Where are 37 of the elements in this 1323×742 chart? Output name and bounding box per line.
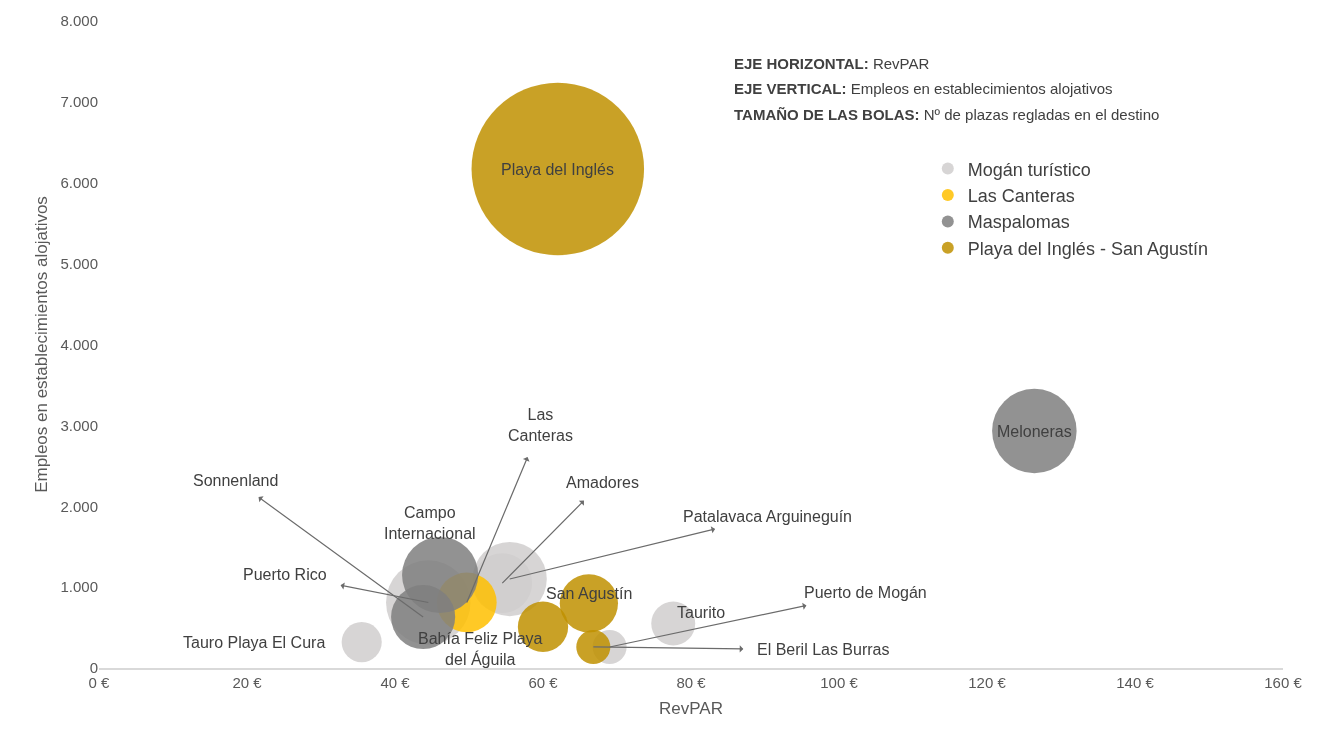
annotation: Puerto Rico (243, 566, 327, 583)
annotation: El Beril Las Burras (757, 641, 890, 658)
x-tick-label: 100 € (820, 673, 859, 691)
annotation: Amadores (566, 474, 639, 491)
x-axis-title: RevPAR (659, 698, 723, 718)
y-tick-label: 6.000 (60, 174, 98, 191)
y-tick-label: 3.000 (60, 416, 98, 434)
y-tick-label: 7.000 (60, 93, 98, 111)
legend-label: Mogán turístico (967, 159, 1091, 180)
x-tick-label: 160 € (1264, 673, 1303, 691)
annotation: Taurito (677, 604, 726, 621)
annotation: Sonnenland (193, 472, 279, 489)
annotation: Puerto de Mogán (804, 584, 927, 601)
y-tick-label: 8.000 (60, 12, 98, 30)
legend-label: Maspalomas (967, 212, 1070, 233)
annotation: TAMAÑO DE LAS BOLAS: Nº de plazas regladas en el destino (734, 106, 1160, 123)
y-tick-label: 2.000 (60, 497, 98, 515)
annotation: EJE VERTICAL: Empleos en establecimientos alojativos (734, 80, 1113, 97)
legend-label: Las Canteras (967, 186, 1075, 207)
x-tick-label: 140 € (1116, 673, 1155, 691)
annotation: Las Canteras (508, 406, 573, 444)
y-tick-label: 4.000 (60, 335, 98, 353)
annotation: EJE HORIZONTAL: RevPAR (734, 55, 930, 72)
annotation: Playa del Inglés (501, 161, 614, 178)
annotation: Campo Internacional (384, 504, 476, 542)
x-tick-label: 120 € (968, 673, 1007, 691)
y-tick-label: 1.000 (60, 578, 98, 596)
annotation: Tauro Playa El Cura (183, 634, 326, 651)
legend-label: Playa del Inglés - San Agustín (967, 238, 1208, 259)
annotation: Patalavaca Arguineguín (683, 508, 853, 525)
x-tick-label: 40 € (380, 673, 411, 691)
x-tick-label: 60 € (528, 673, 559, 691)
x-tick-label: 80 € (676, 673, 707, 691)
x-tick-label: 20 € (232, 673, 263, 691)
annotation: Meloneras (997, 423, 1072, 440)
y-tick-label: 5.000 (60, 254, 98, 272)
y-axis-title: Empleos en establecimientos alojativos (32, 196, 51, 493)
